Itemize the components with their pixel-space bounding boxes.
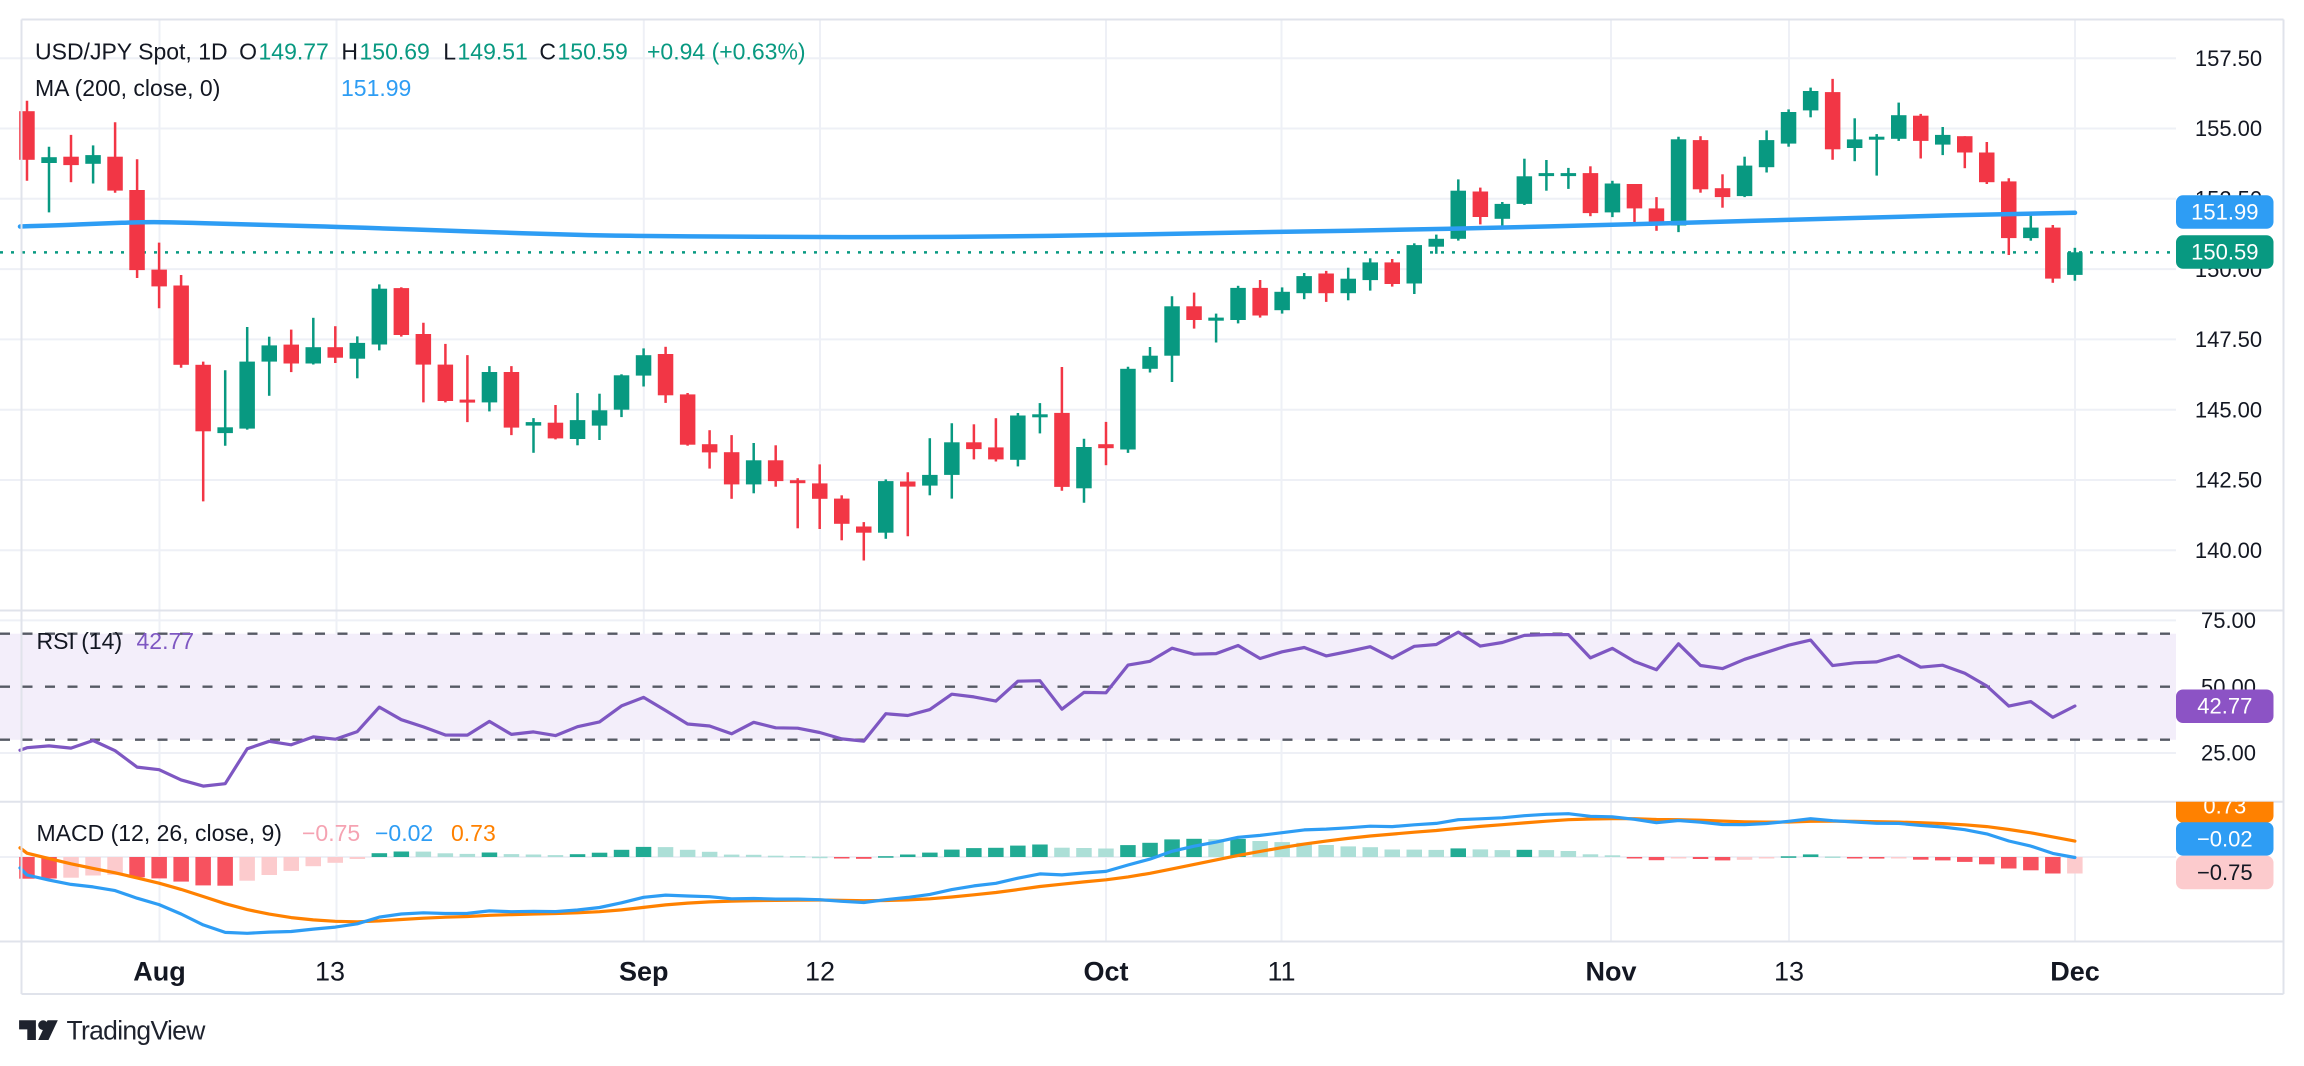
- svg-text:42.77: 42.77: [2197, 694, 2252, 719]
- svg-text:149.51: 149.51: [458, 39, 528, 65]
- svg-text:151.99: 151.99: [341, 75, 411, 101]
- svg-text:145.00: 145.00: [2195, 397, 2262, 422]
- svg-text:MA (200, close, 0): MA (200, close, 0): [35, 75, 220, 101]
- svg-text:−0.75: −0.75: [302, 820, 360, 846]
- svg-text:11: 11: [1267, 957, 1295, 987]
- svg-text:MACD (12, 26, close, 9): MACD (12, 26, close, 9): [37, 820, 282, 846]
- svg-text:O: O: [239, 39, 257, 65]
- svg-text:151.99: 151.99: [2191, 200, 2258, 225]
- svg-text:42.77: 42.77: [137, 628, 195, 654]
- svg-text:Oct: Oct: [1083, 957, 1128, 987]
- svg-text:−0.02: −0.02: [375, 820, 433, 846]
- svg-text:TradingView: TradingView: [67, 1016, 207, 1046]
- svg-text:149.77: 149.77: [259, 39, 329, 65]
- svg-text:147.50: 147.50: [2195, 327, 2262, 352]
- svg-text:12: 12: [805, 957, 835, 987]
- svg-text:USD/JPY Spot, 1D: USD/JPY Spot, 1D: [35, 39, 228, 65]
- svg-text:Dec: Dec: [2050, 957, 2100, 987]
- svg-text:75.00: 75.00: [2201, 608, 2256, 633]
- svg-text:H: H: [341, 39, 358, 65]
- svg-text:C: C: [539, 39, 556, 65]
- svg-text:Sep: Sep: [619, 957, 669, 987]
- svg-text:RSI (14): RSI (14): [37, 628, 123, 654]
- svg-text:140.00: 140.00: [2195, 538, 2262, 563]
- svg-text:L: L: [443, 39, 456, 65]
- svg-text:157.50: 157.50: [2195, 46, 2262, 71]
- svg-text:25.00: 25.00: [2201, 741, 2256, 766]
- svg-text:−0.75: −0.75: [2197, 860, 2253, 885]
- svg-text:+0.94 (+0.63%): +0.94 (+0.63%): [647, 39, 806, 65]
- svg-text:150.59: 150.59: [558, 39, 628, 65]
- svg-text:155.00: 155.00: [2195, 116, 2262, 141]
- svg-text:150.69: 150.69: [360, 39, 430, 65]
- svg-text:13: 13: [315, 957, 345, 987]
- svg-text:−0.02: −0.02: [2197, 827, 2253, 852]
- svg-text:0.73: 0.73: [2203, 794, 2246, 819]
- svg-text:Aug: Aug: [133, 957, 185, 987]
- svg-text:0.73: 0.73: [451, 820, 496, 846]
- svg-text:150.59: 150.59: [2191, 240, 2258, 265]
- svg-text:Nov: Nov: [1585, 957, 1636, 987]
- svg-text:142.50: 142.50: [2195, 468, 2262, 493]
- svg-text:13: 13: [1774, 957, 1804, 987]
